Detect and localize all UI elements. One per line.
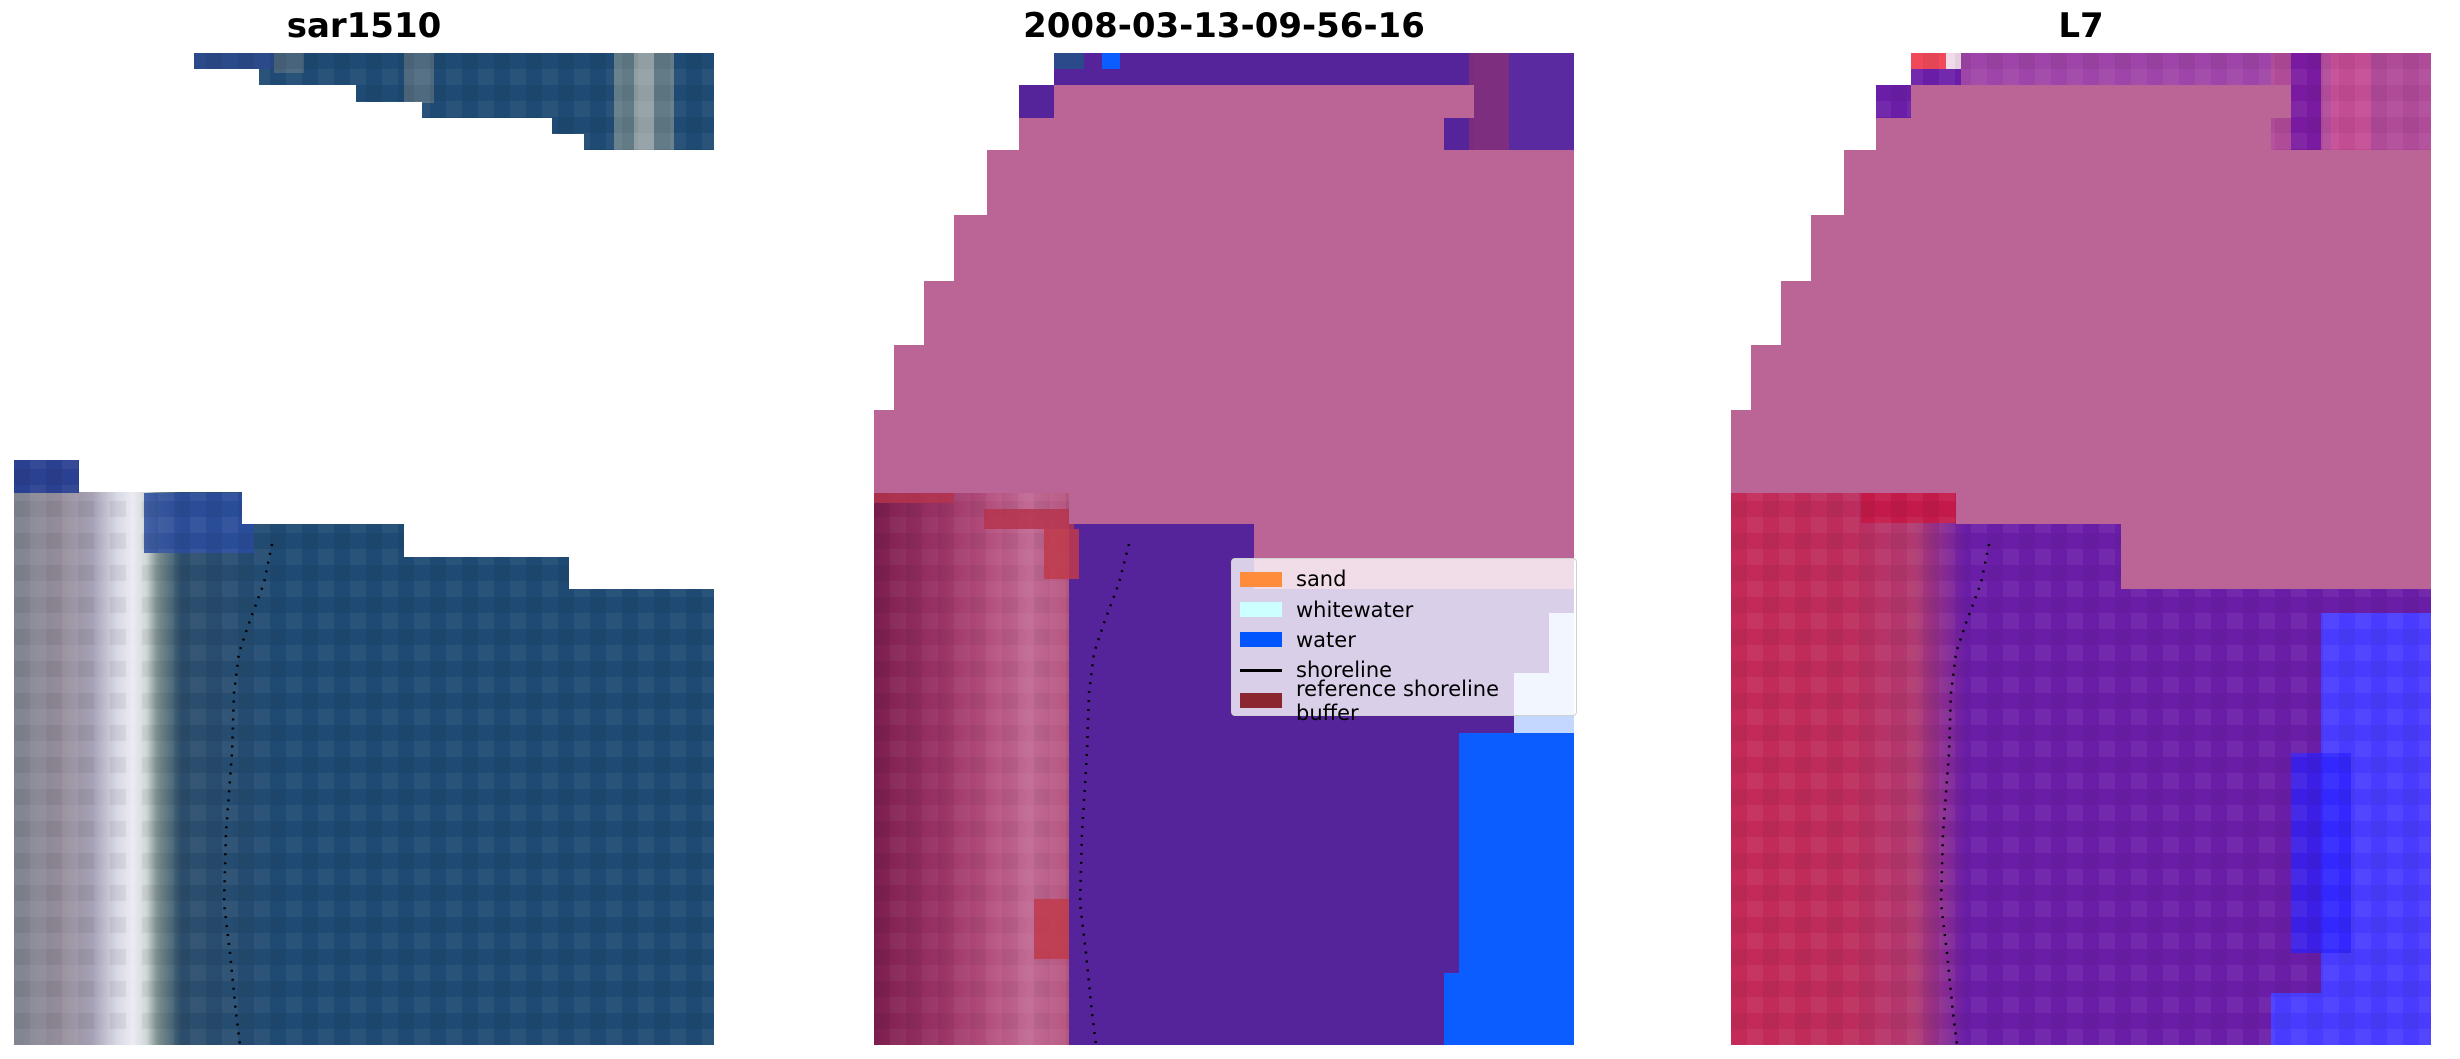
legend-label-shoreline: shoreline — [1296, 658, 1393, 683]
legend-item-whitewater: whitewater — [1240, 594, 1568, 624]
legend: sand whitewater water shoreline referenc… — [1231, 558, 1577, 725]
panel-title-index: L7 — [2058, 6, 2104, 46]
legend-item-reference-buffer: reference shoreline buffer — [1240, 677, 1568, 725]
legend-item-water: water — [1240, 625, 1568, 655]
whitewater-swatch — [1240, 602, 1282, 618]
legend-item-shoreline: shoreline — [1240, 655, 1568, 685]
legend-label-water: water — [1296, 627, 1356, 652]
shoreline-line-icon — [1240, 668, 1282, 672]
legend-label-sand: sand — [1296, 567, 1347, 592]
reference-buffer-swatch — [1240, 693, 1282, 709]
legend-item-sand: sand — [1240, 564, 1568, 594]
panel-title-rgb: sar1510 — [286, 6, 442, 46]
sand-swatch — [1240, 571, 1282, 587]
rgb-image-panel — [14, 53, 714, 1045]
index-image-panel — [1731, 53, 2431, 1045]
classified-image-panel — [874, 53, 1574, 1045]
legend-label-whitewater: whitewater — [1296, 597, 1414, 622]
legend-label-reference-buffer: reference shoreline buffer — [1296, 676, 1500, 725]
water-swatch — [1240, 632, 1282, 648]
panel-title-classified: 2008-03-13-09-56-16 — [1023, 6, 1425, 46]
